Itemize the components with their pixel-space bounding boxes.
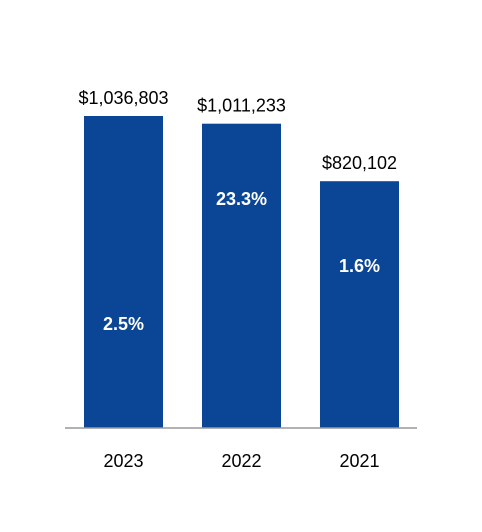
growth-label: 2.5% — [103, 314, 144, 334]
value-label: $820,102 — [322, 153, 397, 173]
growth-label: 1.6% — [339, 256, 380, 276]
growth-label: 23.3% — [216, 189, 267, 209]
x-tick-label: 2021 — [339, 451, 379, 471]
value-label: $1,036,803 — [78, 88, 168, 108]
x-tick-label: 2022 — [221, 451, 261, 471]
x-tick-label: 2023 — [103, 451, 143, 471]
value-label: $1,011,233 — [197, 95, 286, 115]
bar — [320, 181, 399, 428]
bar — [202, 123, 281, 429]
bar — [84, 116, 163, 428]
